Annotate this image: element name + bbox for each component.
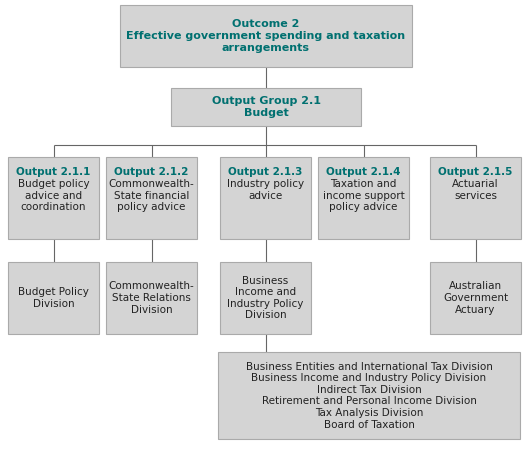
Text: Output 2.1.3: Output 2.1.3	[228, 167, 303, 177]
Text: Budget policy
advice and
coordination: Budget policy advice and coordination	[18, 179, 89, 212]
Text: Budget Policy
Division: Budget Policy Division	[18, 287, 89, 309]
FancyBboxPatch shape	[106, 262, 197, 334]
FancyBboxPatch shape	[218, 352, 520, 439]
FancyBboxPatch shape	[318, 157, 409, 239]
FancyBboxPatch shape	[220, 157, 311, 239]
Text: Taxation and
income support
policy advice: Taxation and income support policy advic…	[322, 179, 404, 212]
FancyBboxPatch shape	[8, 262, 99, 334]
Text: Output 2.1.1: Output 2.1.1	[16, 167, 90, 177]
FancyBboxPatch shape	[106, 157, 197, 239]
Text: Output 2.1.5: Output 2.1.5	[438, 167, 513, 177]
FancyBboxPatch shape	[171, 88, 361, 126]
Text: Business Entities and International Tax Division
Business Income and Industry Po: Business Entities and International Tax …	[246, 361, 493, 430]
Text: Outcome 2
Effective government spending and taxation
arrangements: Outcome 2 Effective government spending …	[127, 19, 405, 53]
Text: Output 2.1.2: Output 2.1.2	[114, 167, 189, 177]
FancyBboxPatch shape	[430, 157, 521, 239]
Text: Actuarial
services: Actuarial services	[452, 179, 499, 201]
Text: Output Group 2.1
Budget: Output Group 2.1 Budget	[212, 96, 320, 118]
FancyBboxPatch shape	[120, 5, 412, 67]
FancyBboxPatch shape	[8, 157, 99, 239]
Text: Australian
Government
Actuary: Australian Government Actuary	[443, 282, 508, 315]
Text: Commonwealth-
State Relations
Division: Commonwealth- State Relations Division	[109, 282, 194, 315]
FancyBboxPatch shape	[430, 262, 521, 334]
FancyBboxPatch shape	[220, 262, 311, 334]
Text: Business
Income and
Industry Policy
Division: Business Income and Industry Policy Divi…	[227, 276, 304, 321]
Text: Commonwealth-
State financial
policy advice: Commonwealth- State financial policy adv…	[109, 179, 194, 212]
Text: Output 2.1.4: Output 2.1.4	[326, 167, 401, 177]
Text: Industry policy
advice: Industry policy advice	[227, 179, 304, 201]
